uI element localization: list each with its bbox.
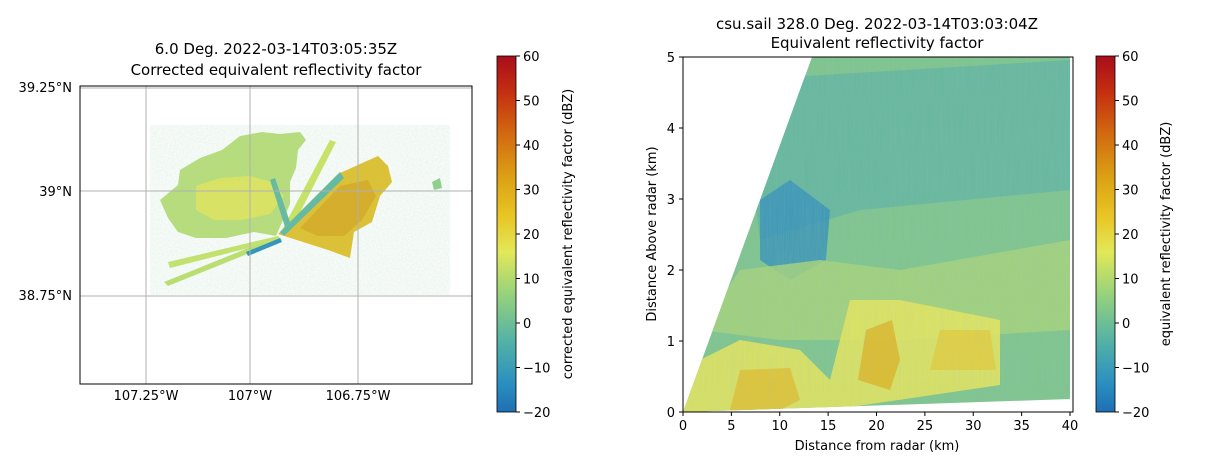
right-ytick-label-0: 0	[667, 406, 675, 421]
left-ytick-1: 39.25°N	[19, 81, 72, 96]
right-panel: csu.sail 328.0 Deg. 2022-03-14T03:03:04Z…	[645, 15, 1174, 454]
right-axes-frame	[682, 56, 1074, 413]
left-colorbar-tick-label-5: 30	[523, 184, 540, 199]
right-xtick-label-3: 15	[820, 419, 837, 434]
left-panel: 6.0 Deg. 2022-03-14T03:05:35Z Corrected …	[19, 40, 576, 421]
right-ytick-label-5: 5	[667, 51, 675, 66]
left-colorbar-tick-label-0: −20	[523, 406, 550, 421]
right-colorbar-tick-label-8: 60	[1122, 50, 1139, 65]
left-colorbar-tick-label-8: 60	[523, 50, 540, 65]
right-plot-area: 0 5 10 15 20 25 30 35 40 0 1 2 3 4 5 Distance from ra…	[645, 51, 1078, 454]
right-xticks: 0 5 10 15 20 25 30 35 40	[679, 412, 1078, 434]
right-xtick-label-6: 30	[965, 419, 982, 434]
right-colorbar-tick-label-4: 20	[1122, 228, 1139, 243]
right-ytick-label-1: 1	[667, 335, 675, 350]
left-colorbar-tick-label-3: 10	[523, 273, 540, 288]
left-colorbar-tick-label-2: 0	[523, 317, 531, 332]
right-xlabel: Distance from radar (km)	[795, 439, 960, 454]
right-xtick-label-1: 5	[727, 419, 735, 434]
left-colorbar-gradient	[496, 55, 517, 413]
left-colorbar-label: corrected equivalent reflectivity factor…	[561, 89, 576, 380]
left-colorbar-tick-label-4: 20	[523, 228, 540, 243]
left-colorbar-tick-label-6: 40	[523, 139, 540, 154]
left-colorbar-tick-label-7: 50	[523, 95, 540, 110]
left-axes-frame	[79, 85, 473, 385]
right-colorbar-tick-label-2: 0	[1122, 317, 1130, 332]
right-xtick-label-5: 25	[917, 419, 934, 434]
right-ytick-label-4: 4	[667, 122, 675, 137]
right-yticks: 0 1 2 3 4 5	[667, 51, 683, 421]
left-colorbar-tick-label-1: −10	[523, 362, 550, 377]
right-colorbar: −20 −10 0 10 20 30 40 50 60 equivalent reflectiv…	[1095, 50, 1174, 421]
right-xtick-label-0: 0	[679, 419, 687, 434]
right-xtick-label-4: 20	[868, 419, 885, 434]
left-ytick-2: 39°N	[39, 185, 72, 200]
left-ytick-3: 38.75°N	[19, 289, 72, 304]
right-xtick-label-7: 35	[1013, 419, 1030, 434]
right-ylabel: Distance Above radar (km)	[645, 146, 660, 321]
right-colorbar-ticks: −20 −10 0 10 20 30 40 50 60	[1115, 50, 1149, 421]
left-title-line2: Corrected equivalent reflectivity factor	[131, 61, 423, 79]
right-colorbar-label: equivalent reflectivity factor (dBZ)	[1159, 122, 1174, 347]
left-map-area	[79, 85, 473, 385]
right-colorbar-gradient	[1095, 55, 1116, 413]
right-xtick-label-8: 40	[1062, 419, 1079, 434]
left-gridlines	[80, 86, 472, 384]
left-xtick-2: 107°W	[228, 389, 272, 404]
echo-texture	[150, 125, 450, 295]
left-tick-labels: 39.25°N 39°N 38.75°N 107.25°W 107°W 106.…	[19, 81, 391, 404]
left-title-line1: 6.0 Deg. 2022-03-14T03:05:35Z	[155, 40, 397, 58]
left-xtick-3: 106.75°W	[326, 389, 391, 404]
left-colorbar: −20 −10 0 10 20 30 40 50 60 corrected equivalent…	[496, 50, 576, 421]
right-xtick-label-2: 10	[771, 419, 788, 434]
right-colorbar-tick-label-1: −10	[1122, 362, 1149, 377]
left-colorbar-ticks: −20 −10 0 10 20 30 40 50 60	[516, 50, 550, 421]
left-radar-echoes	[150, 125, 450, 295]
right-ytick-label-3: 3	[667, 193, 675, 208]
right-title-line1: csu.sail 328.0 Deg. 2022-03-14T03:03:04Z	[716, 15, 1038, 33]
right-colorbar-tick-label-3: 10	[1122, 273, 1139, 288]
right-colorbar-tick-label-0: −20	[1122, 406, 1149, 421]
right-title-line2: Equivalent reflectivity factor	[771, 34, 985, 52]
right-colorbar-tick-label-6: 40	[1122, 139, 1139, 154]
left-xtick-1: 107.25°W	[114, 389, 179, 404]
right-ytick-label-2: 2	[667, 264, 675, 279]
right-colorbar-tick-label-5: 30	[1122, 184, 1139, 199]
right-colorbar-tick-label-7: 50	[1122, 95, 1139, 110]
